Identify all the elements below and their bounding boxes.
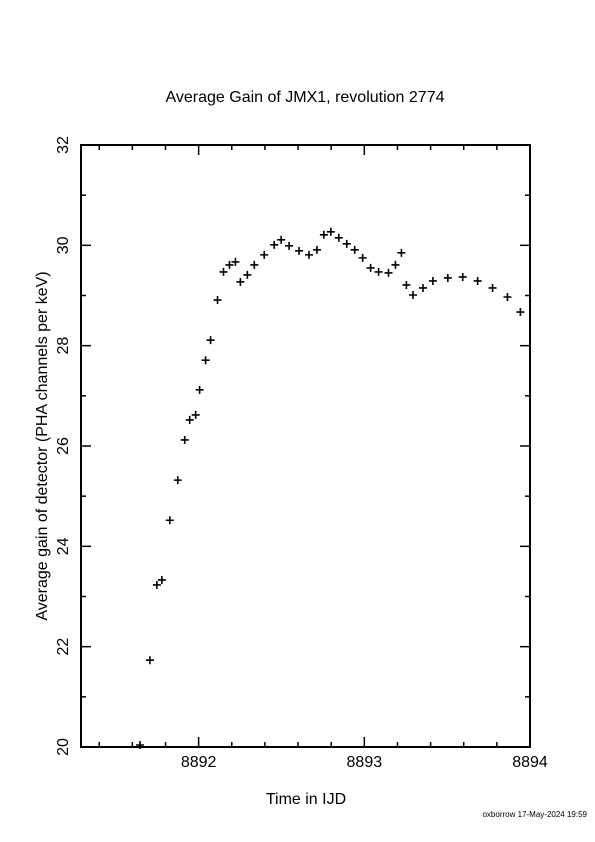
data-point [236,277,245,286]
plot-frame [80,144,531,748]
data-point [443,273,452,282]
data-point [285,241,294,250]
x-tick-label: 8893 [347,754,383,771]
y-tick-label: 32 [55,136,72,154]
y-tick-label: 22 [55,638,72,656]
y-axis-label: Average gain of detector (PHA channels p… [34,271,51,620]
data-point [503,293,512,302]
data-point [173,476,182,485]
data-point [402,280,411,289]
data-point [366,263,375,272]
data-point [350,245,359,254]
data-point [250,260,259,269]
data-point [157,575,166,584]
data-point [260,250,269,259]
data-point [219,267,228,276]
x-tick-label: 8892 [181,754,217,771]
data-point [374,267,383,276]
data-point [473,276,482,285]
data-point [319,230,328,239]
data-point [342,239,351,248]
data-point [135,740,144,749]
y-tick-label: 26 [55,437,72,455]
data-point [191,410,200,419]
data-point [397,248,406,257]
data-point [418,283,427,292]
data-point [270,240,279,249]
x-tick-label: 8894 [512,754,548,771]
data-point [145,656,154,665]
data-point [391,260,400,269]
data-point [180,435,189,444]
data-point [243,270,252,279]
data-point [326,227,335,236]
data-point [488,283,497,292]
data-point [206,336,215,345]
data-point [428,276,437,285]
data-point [277,235,286,244]
y-tick-label: 24 [55,537,72,555]
data-point [334,233,343,242]
data-point [152,580,161,589]
data-point [195,385,204,394]
y-tick-label: 30 [55,236,72,254]
data-point [458,272,467,281]
data-point [312,245,321,254]
footer: oxborrow 17-May-2024 19:59 [482,810,587,819]
data-point [304,250,313,259]
data-point [225,260,234,269]
chart-title: Average Gain of JMX1, revolution 2774 [166,89,445,106]
data-point [231,257,240,266]
data-point [185,415,194,424]
data-point [295,246,304,255]
y-tick-label: 28 [55,337,72,355]
data-point [358,253,367,262]
x-axis-label: Time in IJD [266,791,346,808]
data-point [516,308,525,317]
data-point [201,356,210,365]
data-point [213,296,222,305]
data-point [165,516,174,525]
data-point [384,268,393,277]
data-point [409,290,418,299]
y-tick-label: 20 [55,738,72,756]
